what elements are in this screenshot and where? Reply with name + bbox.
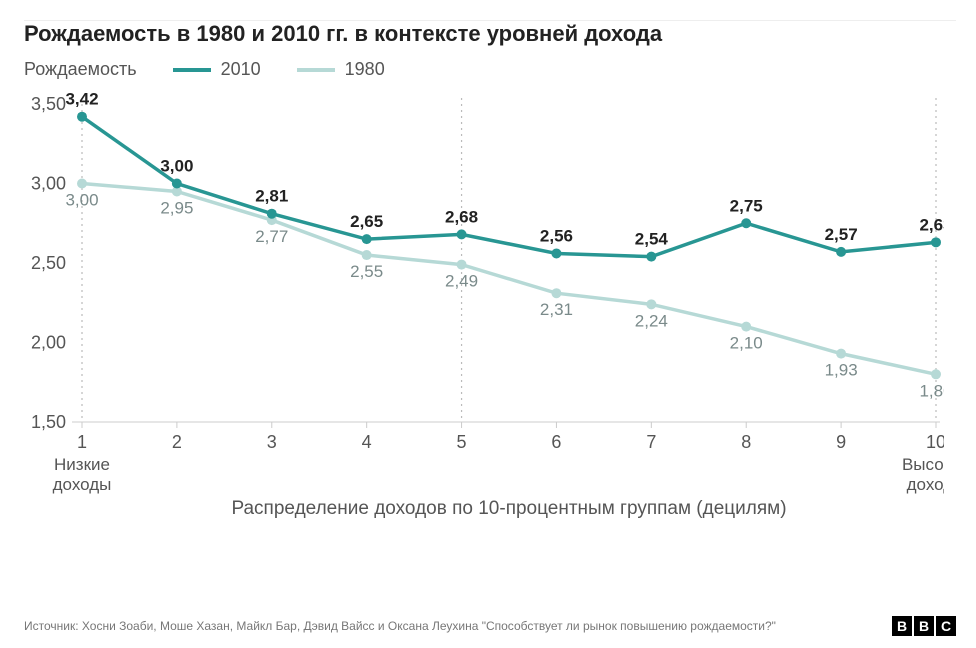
data-label: 2,56 [540, 226, 573, 245]
data-label: 1,93 [825, 361, 858, 380]
data-label: 2,65 [350, 212, 383, 231]
series-point [267, 209, 277, 219]
chart-svg: 1,502,002,503,003,5012345678910Низкиедох… [24, 86, 944, 546]
x-tick: 6 [551, 432, 561, 452]
x-axis-title: Распределение доходов по 10-процентным г… [231, 498, 786, 519]
legend-swatch-1980 [297, 68, 335, 72]
y-axis-label: Рождаемость [24, 59, 137, 80]
data-label: 2,49 [445, 272, 478, 291]
series-point [836, 247, 846, 257]
brand-c: C [936, 616, 956, 636]
data-label: 2,54 [635, 230, 669, 249]
legend-item-1980: 1980 [297, 59, 385, 80]
series-point [741, 322, 751, 332]
series-point [551, 248, 561, 258]
source-text: Источник: Хосни Зоаби, Моше Хазан, Майкл… [24, 619, 776, 633]
chart-title: Рождаемость в 1980 и 2010 гг. в контекст… [24, 21, 956, 47]
x-tick: 10 [926, 432, 944, 452]
series-point [551, 288, 561, 298]
series-line [82, 184, 936, 375]
data-label: 1,80 [919, 381, 944, 400]
series-point [457, 229, 467, 239]
series-line [82, 117, 936, 257]
y-tick: 1,50 [31, 412, 66, 432]
legend-label-2010: 2010 [221, 59, 261, 80]
data-label: 2,95 [160, 198, 193, 217]
chart-area: 1,502,002,503,003,5012345678910Низкиедох… [24, 86, 944, 546]
x-sublabel-low: Низкие [54, 455, 110, 474]
series-point [646, 299, 656, 309]
x-tick: 5 [457, 432, 467, 452]
data-label: 3,42 [65, 90, 98, 109]
x-sublabel-high: Высокие [902, 455, 944, 474]
brand-b2: B [914, 616, 934, 636]
legend-swatch-2010 [173, 68, 211, 72]
data-label: 2,81 [255, 187, 288, 206]
x-tick: 8 [741, 432, 751, 452]
x-sublabel-high: доходы [907, 475, 944, 494]
data-label: 2,55 [350, 262, 383, 281]
y-tick: 2,50 [31, 253, 66, 273]
x-sublabel-low: доходы [53, 475, 112, 494]
data-label: 2,57 [825, 225, 858, 244]
data-label: 2,77 [255, 227, 288, 246]
data-label: 2,68 [445, 207, 478, 226]
data-label: 2,31 [540, 300, 573, 319]
data-label: 3,00 [160, 157, 193, 176]
series-point [646, 252, 656, 262]
data-label: 2,63 [919, 215, 944, 234]
series-point [741, 218, 751, 228]
y-tick: 3,00 [31, 174, 66, 194]
y-tick: 2,00 [31, 333, 66, 353]
brand-b1: B [892, 616, 912, 636]
series-point [77, 112, 87, 122]
series-point [931, 369, 941, 379]
legend-row: Рождаемость 2010 1980 [24, 59, 956, 80]
series-point [457, 260, 467, 270]
brand-logo: B B C [892, 616, 956, 636]
legend-item-2010: 2010 [173, 59, 261, 80]
x-tick: 2 [172, 432, 182, 452]
series-point [931, 237, 941, 247]
x-tick: 4 [362, 432, 372, 452]
x-tick: 7 [646, 432, 656, 452]
x-tick: 9 [836, 432, 846, 452]
x-tick: 1 [77, 432, 87, 452]
legend-label-1980: 1980 [345, 59, 385, 80]
data-label: 2,24 [635, 311, 668, 330]
series-point [836, 349, 846, 359]
x-tick: 3 [267, 432, 277, 452]
series-point [172, 179, 182, 189]
y-tick: 3,50 [31, 94, 66, 114]
data-label: 2,75 [730, 196, 763, 215]
series-point [77, 179, 87, 189]
data-label: 2,10 [730, 334, 763, 353]
data-label: 3,00 [65, 191, 98, 210]
series-point [362, 250, 372, 260]
series-point [362, 234, 372, 244]
